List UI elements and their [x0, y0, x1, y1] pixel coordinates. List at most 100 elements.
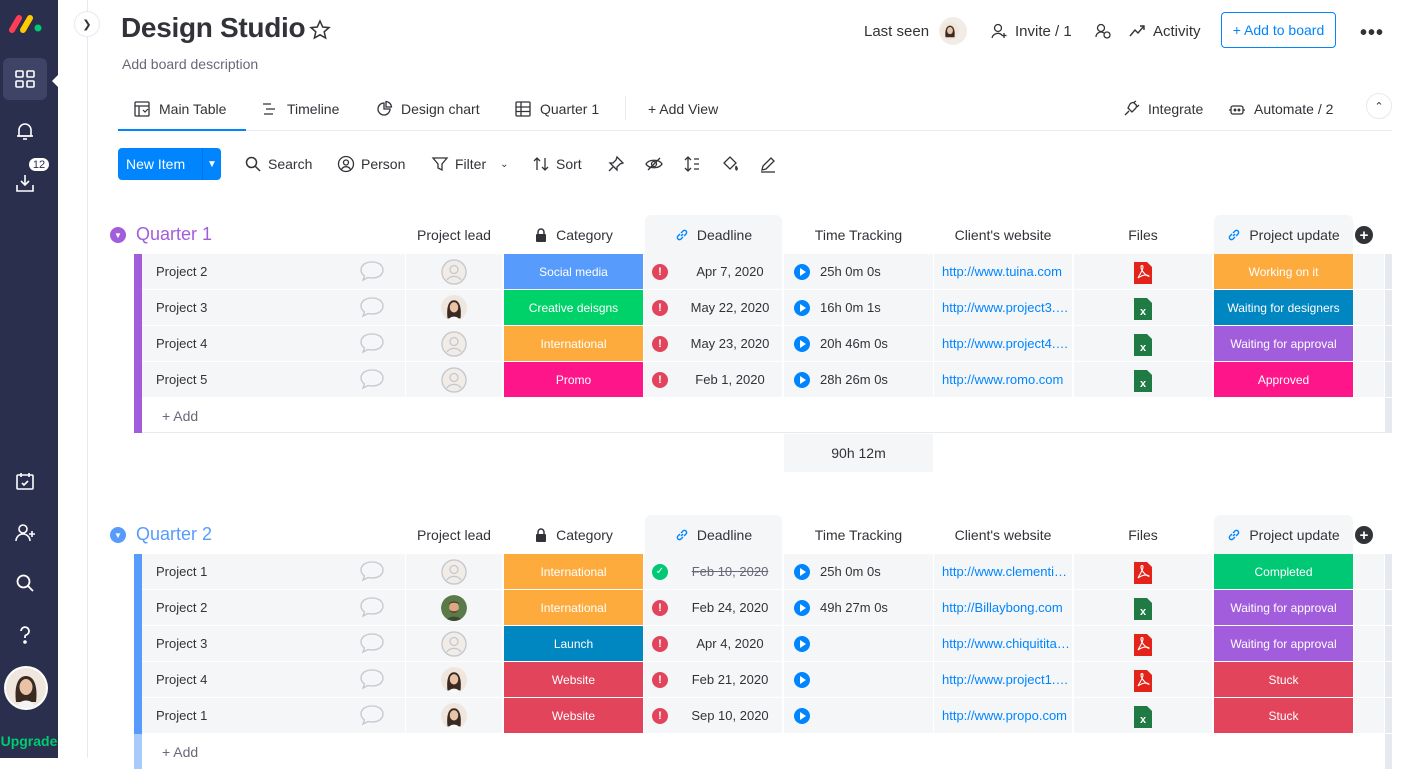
- client-website-cell[interactable]: http://www.propo.com: [934, 698, 1072, 733]
- pdf-file-icon[interactable]: [1134, 669, 1152, 692]
- time-tracking-cell[interactable]: [784, 698, 933, 733]
- bell-icon[interactable]: [3, 110, 47, 152]
- time-tracking-cell[interactable]: 28h 26m 0s: [784, 362, 933, 397]
- workspace-grid-icon[interactable]: [3, 58, 47, 100]
- user-avatar[interactable]: [4, 666, 48, 710]
- project-update-status-cell[interactable]: Waiting for approval: [1214, 626, 1353, 661]
- files-cell[interactable]: [1074, 554, 1212, 589]
- table-row[interactable]: Project 3 Creative deisgns! May 22, 2020 16…: [134, 290, 1392, 326]
- client-website-cell[interactable]: http://www.clementine.com: [934, 554, 1072, 589]
- collapse-header-chevron-icon[interactable]: ⌃: [1366, 93, 1392, 119]
- play-timer-icon[interactable]: [794, 371, 810, 388]
- category-label-cell[interactable]: Creative deisgns: [504, 290, 643, 325]
- files-cell[interactable]: x: [1074, 290, 1212, 325]
- project-update-status-cell[interactable]: Waiting for approval: [1214, 590, 1353, 625]
- conversation-bubble-icon[interactable]: [359, 332, 395, 356]
- project-update-status-cell[interactable]: Completed: [1214, 554, 1353, 589]
- deadline-cell[interactable]: ! Apr 7, 2020: [644, 254, 782, 289]
- deadline-cell[interactable]: ! May 23, 2020: [644, 326, 782, 361]
- board-description[interactable]: Add board description: [122, 56, 259, 72]
- project-lead-cell[interactable]: [406, 590, 502, 625]
- sort-button[interactable]: Sort: [532, 148, 582, 180]
- category-label-cell[interactable]: International: [504, 554, 643, 589]
- new-item-dropdown-icon[interactable]: ▼: [202, 148, 221, 180]
- add-view-button[interactable]: + Add View: [648, 101, 719, 117]
- search-icon[interactable]: [3, 562, 47, 604]
- color-paint-bucket-icon[interactable]: [721, 155, 739, 173]
- search-button[interactable]: Search: [244, 148, 312, 180]
- website-link[interactable]: http://www.project3.com: [942, 300, 1070, 315]
- category-label-cell[interactable]: International: [504, 590, 643, 625]
- excel-file-icon[interactable]: x: [1134, 369, 1152, 392]
- column-header-category[interactable]: Category: [504, 515, 643, 555]
- excel-file-icon[interactable]: x: [1134, 597, 1152, 620]
- deadline-cell[interactable]: ! May 22, 2020: [644, 290, 782, 325]
- calendar-check-icon[interactable]: [3, 460, 47, 502]
- website-link[interactable]: http://www.romo.com: [942, 372, 1064, 387]
- project-update-status-cell[interactable]: Approved: [1214, 362, 1353, 397]
- play-timer-icon[interactable]: [794, 671, 810, 688]
- time-tracking-cell[interactable]: [784, 662, 933, 697]
- project-update-status-cell[interactable]: Working on it: [1214, 254, 1353, 289]
- client-website-cell[interactable]: http://www.chiquitita.com: [934, 626, 1072, 661]
- add-item-row[interactable]: + Add: [134, 398, 1392, 433]
- pdf-file-icon[interactable]: [1134, 561, 1152, 584]
- files-cell[interactable]: x: [1074, 590, 1212, 625]
- table-row[interactable]: Project 5 Promo! Feb 1, 2020 28h 26m 0s http…: [134, 362, 1392, 398]
- tab-main-table[interactable]: Main Table: [118, 88, 246, 131]
- conversation-bubble-icon[interactable]: [359, 260, 395, 284]
- category-label-cell[interactable]: Website: [504, 662, 643, 697]
- expand-panel-chevron-icon[interactable]: ❯: [74, 11, 100, 37]
- deadline-cell[interactable]: ✓ Feb 10, 2020: [644, 554, 782, 589]
- conversation-bubble-icon[interactable]: [359, 668, 395, 692]
- last-seen[interactable]: Last seen: [864, 17, 968, 45]
- activity-button[interactable]: Activity: [1128, 21, 1201, 41]
- column-header-time[interactable]: Time Tracking: [814, 527, 903, 543]
- more-options-icon[interactable]: •••: [1360, 22, 1385, 44]
- table-row[interactable]: Project 2 International! Feb 24, 2020 49h 2…: [134, 590, 1392, 626]
- invite-button[interactable]: Invite / 1: [990, 21, 1072, 41]
- client-website-cell[interactable]: http://www.tuina.com: [934, 254, 1072, 289]
- column-header-update[interactable]: Project update: [1214, 515, 1353, 555]
- play-timer-icon[interactable]: [794, 263, 810, 280]
- column-header-lead[interactable]: Project lead: [417, 227, 491, 243]
- deadline-cell[interactable]: ! Apr 4, 2020: [644, 626, 782, 661]
- category-label-cell[interactable]: Promo: [504, 362, 643, 397]
- group-collapse-icon[interactable]: ▼: [110, 527, 126, 543]
- files-cell[interactable]: [1074, 254, 1212, 289]
- group-collapse-icon[interactable]: ▼: [110, 227, 126, 243]
- deadline-cell[interactable]: ! Feb 24, 2020: [644, 590, 782, 625]
- category-label-cell[interactable]: International: [504, 326, 643, 361]
- project-update-status-cell[interactable]: Stuck: [1214, 662, 1353, 697]
- conversation-bubble-icon[interactable]: [359, 296, 395, 320]
- column-header-update[interactable]: Project update: [1214, 215, 1353, 255]
- excel-file-icon[interactable]: x: [1134, 705, 1152, 728]
- table-row[interactable]: Project 4 Website! Feb 21, 2020 http://www.…: [134, 662, 1392, 698]
- tab-timeline[interactable]: Timeline: [261, 88, 339, 130]
- time-tracking-cell[interactable]: 16h 0m 1s: [784, 290, 933, 325]
- client-website-cell[interactable]: http://www.project4.com: [934, 326, 1072, 361]
- table-row[interactable]: Project 1 International ✓ Feb 10, 2020 25h 0…: [134, 554, 1392, 590]
- project-lead-cell[interactable]: [406, 326, 502, 361]
- project-update-status-cell[interactable]: Waiting for approval: [1214, 326, 1353, 361]
- client-website-cell[interactable]: http://www.romo.com: [934, 362, 1072, 397]
- files-cell[interactable]: x: [1074, 698, 1212, 733]
- client-website-cell[interactable]: http://www.project3.com: [934, 290, 1072, 325]
- category-label-cell[interactable]: Website: [504, 698, 643, 733]
- inbox-download-icon[interactable]: [3, 162, 47, 204]
- website-link[interactable]: http://www.propo.com: [942, 708, 1067, 723]
- row-height-icon[interactable]: [683, 155, 701, 173]
- person-filter-button[interactable]: Person: [337, 148, 405, 180]
- star-icon[interactable]: [309, 19, 331, 41]
- files-cell[interactable]: x: [1074, 326, 1212, 361]
- integrations-icon[interactable]: [1094, 21, 1119, 41]
- column-header-website[interactable]: Client's website: [954, 227, 1052, 243]
- project-lead-cell[interactable]: [406, 626, 502, 661]
- time-tracking-cell[interactable]: 20h 46m 0s: [784, 326, 933, 361]
- help-icon[interactable]: [3, 614, 47, 656]
- add-item-row[interactable]: + Add: [134, 734, 1392, 769]
- excel-file-icon[interactable]: x: [1134, 297, 1152, 320]
- play-timer-icon[interactable]: [794, 707, 810, 724]
- play-timer-icon[interactable]: [794, 335, 810, 352]
- tab-quarter-1[interactable]: Quarter 1: [514, 88, 599, 130]
